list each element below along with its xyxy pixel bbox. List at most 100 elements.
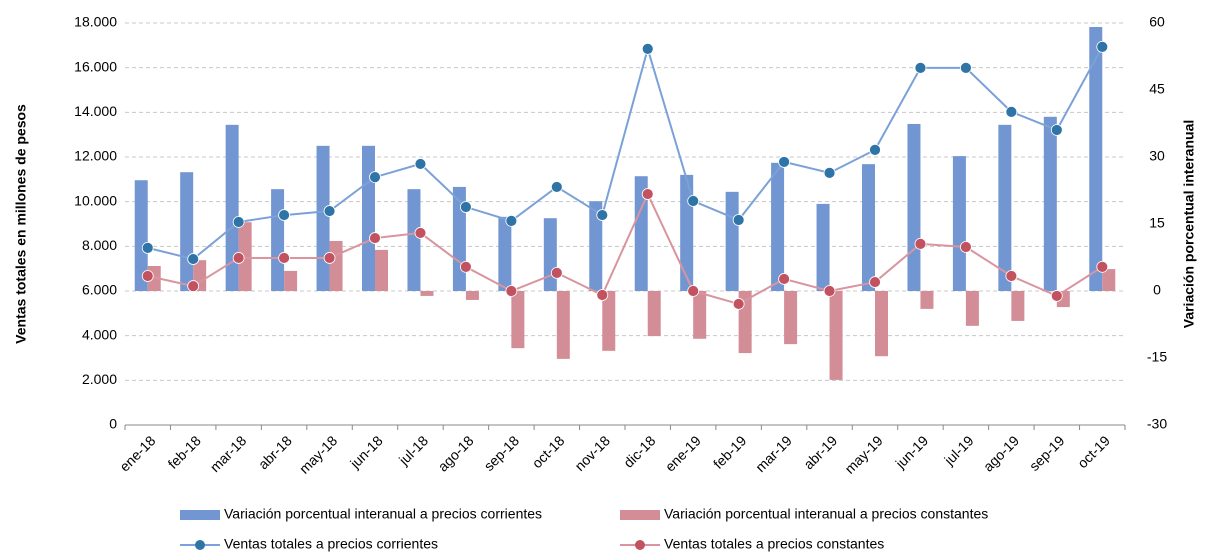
bar (284, 270, 298, 291)
bar (134, 180, 148, 291)
bar (920, 291, 934, 309)
x-tick-label: may-18 (296, 432, 340, 476)
x-tick-label: ago-19 (980, 432, 1022, 474)
marker (869, 276, 881, 288)
bar (1011, 291, 1025, 321)
legend-label: Variación porcentual interanual a precio… (664, 506, 988, 522)
y-tick-label: 14.000 (74, 103, 117, 119)
marker (278, 252, 290, 264)
y-tick-label: 12.000 (74, 148, 117, 164)
bar (1089, 27, 1103, 292)
x-tick-label: ene-18 (116, 432, 158, 474)
x-tick-label: dic-18 (620, 432, 658, 470)
marker (732, 214, 745, 226)
lines (141, 40, 1109, 310)
bar (875, 291, 888, 357)
marker (1050, 290, 1063, 302)
x-tick-label: may-19 (841, 432, 885, 476)
y2-tick-label: 45 (1149, 81, 1165, 97)
marker (596, 209, 609, 221)
marker (414, 227, 427, 239)
marker (323, 205, 336, 217)
x-tick-label: jun-19 (892, 432, 932, 472)
bar (965, 291, 979, 326)
bar (862, 164, 875, 291)
bar (784, 291, 798, 345)
marker (505, 285, 518, 297)
legend-marker (635, 540, 645, 550)
marker (914, 61, 927, 74)
x-tick-label: ago-18 (435, 432, 477, 474)
bar (465, 291, 479, 300)
x-tick-label: feb-19 (710, 432, 750, 472)
x-tick-label: nov-18 (571, 432, 613, 474)
bar (225, 124, 239, 291)
marker (596, 289, 609, 301)
marker (414, 158, 427, 170)
marker (1005, 270, 1018, 282)
y-tick-label: 6.000 (82, 282, 117, 298)
y-tick-label: 18.000 (74, 14, 117, 30)
x-tick-label: mar-19 (752, 432, 795, 475)
marker (550, 267, 563, 279)
marker (914, 237, 927, 250)
x-tick-label: oct-18 (529, 432, 568, 471)
legend-label: Ventas totales a precios corrientes (224, 536, 438, 552)
bar (180, 172, 194, 291)
bar (952, 156, 966, 291)
bar (816, 203, 830, 291)
marker (778, 156, 790, 168)
bars (134, 27, 1116, 380)
marker (732, 298, 745, 310)
marker (960, 61, 972, 74)
marker (778, 273, 790, 285)
marker (687, 285, 700, 297)
bar (271, 189, 285, 291)
bar (316, 145, 330, 291)
bar (362, 145, 375, 291)
bar (375, 249, 388, 291)
bar (407, 189, 421, 291)
marker (278, 209, 290, 221)
y2-tick-label: 30 (1149, 148, 1165, 164)
y2-tick-label: 15 (1149, 215, 1165, 231)
marker (369, 232, 381, 244)
y-tick-label: 2.000 (82, 371, 117, 387)
marker (232, 252, 245, 264)
y-tick-label: 0 (109, 416, 117, 432)
bar (693, 291, 707, 339)
marker (141, 241, 154, 254)
marker (505, 214, 518, 227)
legend-label: Ventas totales a precios constantes (664, 536, 884, 552)
bar (420, 291, 434, 296)
marker (141, 270, 154, 282)
x-tick-label: abr-19 (800, 432, 840, 472)
bar (556, 291, 570, 359)
marker (187, 280, 200, 292)
marker (1005, 105, 1018, 118)
marker (1096, 260, 1109, 273)
marker (869, 143, 881, 156)
bar (998, 124, 1012, 291)
legend: Variación porcentual interanual a precio… (180, 506, 988, 552)
legend-swatch (620, 510, 660, 520)
marker (641, 43, 654, 55)
marker (960, 241, 972, 253)
marker (823, 285, 836, 297)
y-axis-title: Ventas totales en millones de pesos (13, 104, 29, 344)
bar (1043, 116, 1057, 291)
x-tick-label: sep-18 (481, 432, 523, 474)
line (147, 45, 1104, 261)
y-tick-label: 4.000 (82, 326, 117, 342)
marker (460, 201, 472, 213)
x-tick-label: feb-18 (165, 432, 205, 472)
y-tick-label: 16.000 (74, 58, 117, 74)
legend-swatch (180, 510, 220, 520)
x-tick-label: jul-19 (940, 432, 976, 468)
bar (602, 291, 616, 351)
y2-tick-label: -30 (1147, 416, 1167, 432)
bar (907, 123, 921, 292)
bar (589, 201, 603, 291)
marker (687, 195, 700, 207)
